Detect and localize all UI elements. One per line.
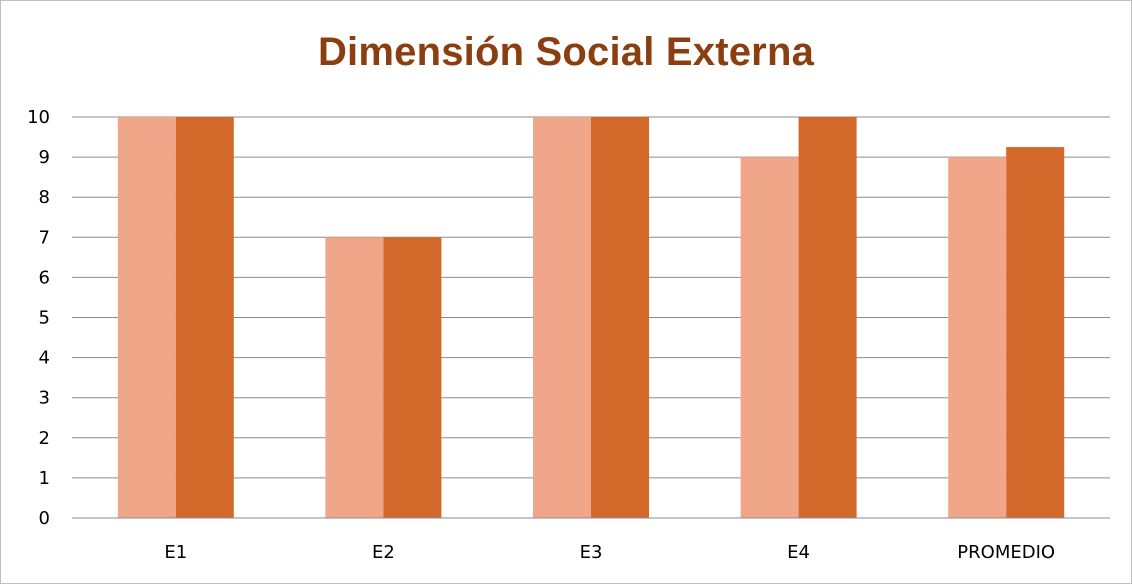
- x-tick-label: E2: [372, 542, 395, 563]
- bar-e3-series-2: [591, 117, 649, 518]
- bar-promedio-series-2: [1006, 147, 1065, 518]
- bar-e2-series-2: [383, 237, 442, 519]
- y-tick-label: 7: [39, 227, 50, 248]
- y-tick-label: 5: [39, 308, 50, 329]
- bar-e1-series-1: [117, 117, 176, 518]
- x-tick-labels: E1 E2 E3 E4 PROMEDIO: [164, 542, 1055, 563]
- x-tick-label: E3: [580, 542, 603, 563]
- bar-e1-series-2: [175, 117, 234, 518]
- bar-e4-series-2: [798, 117, 857, 518]
- y-tick-label: 0: [39, 508, 50, 529]
- bar-e4-series-1: [740, 157, 799, 518]
- y-tick-label: 2: [39, 428, 50, 449]
- y-tick-label: 3: [39, 388, 50, 409]
- bars: [117, 117, 1065, 519]
- y-tick-label: 8: [39, 187, 50, 208]
- bar-e3-series-1: [533, 117, 591, 518]
- x-tick-label: PROMEDIO: [957, 542, 1055, 563]
- y-tick-label: 4: [39, 348, 50, 369]
- x-tick-label: E1: [164, 542, 187, 563]
- y-tick-label: 6: [39, 267, 50, 288]
- y-tick-label: 1: [39, 468, 50, 489]
- bar-promedio-series-1: [948, 157, 1007, 518]
- chart-title: Dimensión Social Externa: [317, 30, 815, 74]
- y-tick-label: 10: [27, 107, 50, 128]
- x-tick-label: E4: [787, 542, 810, 563]
- y-tick-label: 9: [39, 147, 50, 168]
- bar-e2-series-1: [325, 237, 384, 519]
- y-tick-labels: 0 1 2 3 4 5 6 7 8 9 10: [27, 107, 50, 529]
